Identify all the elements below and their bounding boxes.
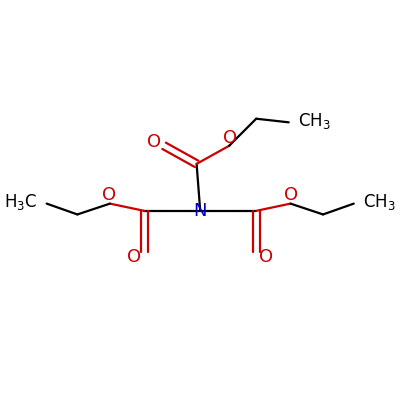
Text: O: O	[102, 186, 116, 204]
Text: O: O	[284, 186, 298, 204]
Text: N: N	[194, 202, 207, 220]
Text: CH$_3$: CH$_3$	[298, 110, 330, 130]
Text: O: O	[147, 133, 161, 151]
Text: CH$_3$: CH$_3$	[363, 192, 396, 212]
Text: O: O	[223, 129, 237, 147]
Text: O: O	[259, 248, 273, 266]
Text: O: O	[127, 248, 141, 266]
Text: H$_3$C: H$_3$C	[4, 192, 38, 212]
